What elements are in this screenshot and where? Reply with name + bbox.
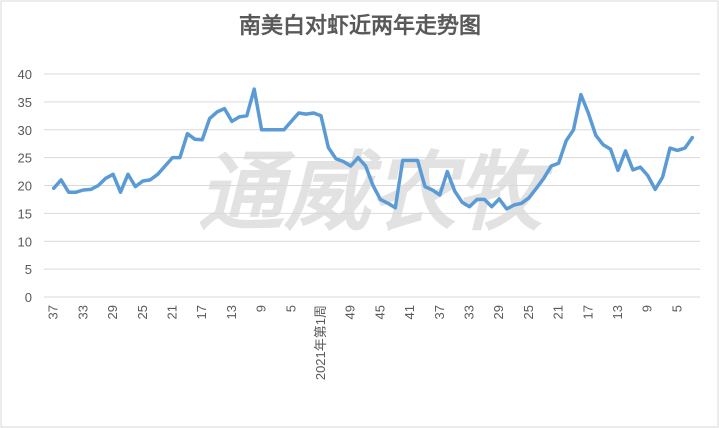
y-tick-label: 30 bbox=[18, 123, 32, 138]
line-series bbox=[51, 87, 695, 211]
y-tick-label: 40 bbox=[18, 67, 32, 82]
x-tick-label: 29 bbox=[491, 305, 506, 319]
x-tick-label: 9 bbox=[254, 305, 269, 312]
y-tick-label: 35 bbox=[18, 95, 32, 110]
x-tick-label: 21 bbox=[551, 305, 566, 319]
x-tick-label: 25 bbox=[521, 305, 536, 319]
chart-title: 南美白对虾近两年走势图 bbox=[239, 13, 481, 38]
x-tick-label: 45 bbox=[372, 305, 387, 319]
x-tick-label: 2021年第1周 bbox=[313, 305, 328, 380]
x-tick-label: 13 bbox=[610, 305, 625, 319]
x-tick-label: 33 bbox=[75, 305, 90, 319]
y-tick-label: 25 bbox=[18, 151, 32, 166]
x-tick-label: 21 bbox=[165, 305, 180, 319]
y-tick-label: 0 bbox=[25, 290, 32, 305]
x-tick-label: 37 bbox=[432, 305, 447, 319]
x-tick-label: 37 bbox=[46, 305, 61, 319]
x-tick-label: 5 bbox=[283, 305, 298, 312]
x-tick-label: 9 bbox=[640, 305, 655, 312]
x-tick-label: 25 bbox=[135, 305, 150, 319]
y-tick-label: 20 bbox=[18, 179, 32, 194]
x-tick-label: 13 bbox=[224, 305, 239, 319]
x-tick-label: 29 bbox=[105, 305, 120, 319]
x-tick-label: 49 bbox=[343, 305, 358, 319]
x-tick-label: 17 bbox=[580, 305, 595, 319]
x-tick-label: 41 bbox=[402, 305, 417, 319]
y-tick-label: 10 bbox=[18, 234, 32, 249]
x-tick-label: 17 bbox=[194, 305, 209, 319]
x-tick-label: 5 bbox=[669, 305, 684, 312]
x-tick-label: 33 bbox=[462, 305, 477, 319]
y-tick-label: 5 bbox=[25, 262, 32, 277]
y-tick-label: 15 bbox=[18, 206, 32, 221]
